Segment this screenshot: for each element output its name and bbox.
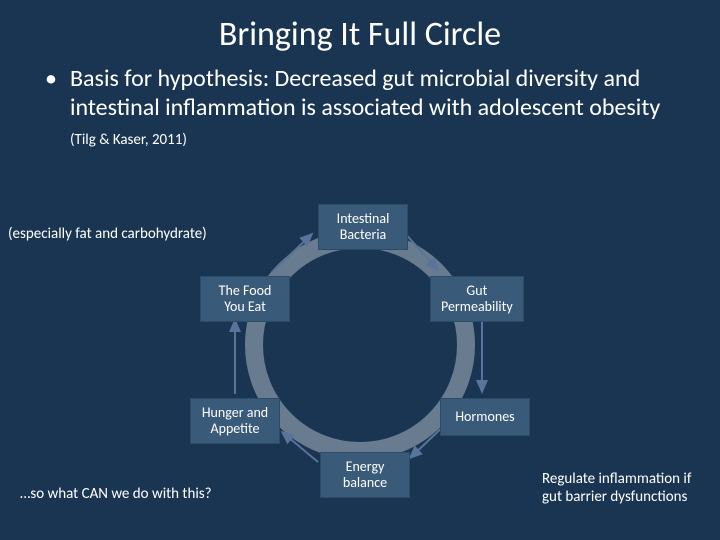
node-label: Hormones: [455, 408, 514, 425]
node-intestinal-bacteria: IntestinalBacteria: [318, 204, 408, 250]
node-label: Energybalance: [343, 458, 387, 491]
node-hormones: Hormones: [440, 398, 530, 436]
node-gut-permeability: GutPermeability: [430, 276, 524, 322]
annotation-regulate: Regulate inflammation if gut barrier dys…: [542, 470, 712, 506]
node-energy-balance: Energybalance: [320, 452, 410, 498]
node-food-you-eat: The FoodYou Eat: [200, 276, 290, 322]
hypothesis-bullet: Basis for hypothesis: Decreased gut micr…: [0, 55, 720, 151]
bullet-text: Basis for hypothesis: Decreased gut micr…: [70, 64, 660, 122]
annotation-so-what: …so what CAN we do with this?: [20, 485, 212, 503]
slide-title: Bringing It Full Circle: [0, 0, 720, 55]
node-hunger-appetite: Hunger andAppetite: [190, 398, 280, 444]
node-label: The FoodYou Eat: [219, 282, 272, 315]
citation-text: (Tilg & Kaser, 2011): [70, 131, 187, 149]
node-label: IntestinalBacteria: [337, 210, 390, 243]
node-label: GutPermeability: [441, 282, 513, 315]
annotation-fat-carb: (especially fat and carbohydrate): [8, 225, 207, 243]
node-label: Hunger andAppetite: [202, 404, 268, 437]
